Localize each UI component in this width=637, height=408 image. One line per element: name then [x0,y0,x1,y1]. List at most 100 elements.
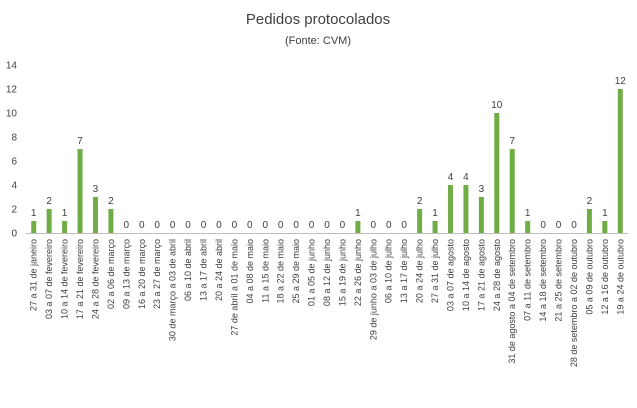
bar [31,221,37,233]
y-axis: 0 2 4 6 8 10 12 14 [6,61,18,240]
bar [432,221,438,233]
x-tick-label: 31 de agosto a 04 de setembro [507,239,517,364]
data-label: 0 [340,220,346,231]
data-label: 0 [154,220,160,231]
x-tick-label: 23 a 27 de março [152,239,162,309]
bar [77,149,83,233]
data-label: 0 [185,220,191,231]
data-label: 0 [232,220,238,231]
data-label: 0 [262,220,268,231]
data-label: 0 [139,220,145,231]
bar [108,209,114,233]
data-label: 2 [46,196,52,207]
data-label: 0 [556,220,562,231]
data-label: 0 [201,220,207,231]
bar [525,221,531,233]
x-tick-label: 21 a 25 de setembro [554,239,564,322]
x-tick-label: 07 a 11 de setembro [523,239,533,321]
data-label: 0 [216,220,222,231]
x-tick-label: 27 a 31 de julho [430,239,440,303]
data-label: 2 [587,196,593,207]
y-tick-label: 0 [11,229,17,240]
x-tick-label: 16 a 20 de março [137,239,147,309]
x-tick-label: 24 a 28 de agosto [492,239,502,311]
data-label: 0 [324,220,330,231]
data-label: 0 [170,220,176,231]
bars [31,89,623,233]
data-label: 1 [355,208,361,219]
data-label: 2 [417,196,423,207]
x-tick-label: 20 a 24 de julho [415,239,425,303]
x-tick-label: 13 a 17 de abril [199,239,209,301]
bar [509,149,515,233]
y-tick-label: 4 [11,181,17,192]
x-tick-label: 06 a 10 de julho [384,239,394,303]
bar [617,89,623,233]
x-tick-label: 27 a 31 de janeiro [29,239,39,311]
data-label: 2 [108,196,114,207]
bar [92,197,98,233]
x-tick-label: 13 a 17 de julho [399,239,409,303]
x-tick-label: 06 a 10 de abril [183,239,193,301]
data-label: 0 [309,220,315,231]
data-label: 12 [615,76,627,87]
y-tick-label: 14 [6,61,18,72]
data-label: 0 [571,220,577,231]
x-tick-label: 25 a 29 de maio [291,239,301,304]
bar [62,221,68,233]
data-label: 1 [602,208,608,219]
bar [46,209,52,233]
x-tick-label: 05 a 09 de outubro [584,239,594,315]
x-tick-label: 02 a 06 de março [106,239,116,309]
data-label: 0 [371,220,377,231]
x-tick-label: 24 a 28 de fevereiro [90,239,100,319]
data-label: 1 [31,208,37,219]
x-tick-label: 20 a 24 de abril [214,239,224,301]
bar [355,221,361,233]
x-tick-label: 27 de abril a 01 de maio [229,239,239,336]
x-tick-label: 09 a 13 de março [121,239,131,309]
chart-title: Pedidos protocolados [246,11,390,28]
y-tick-label: 8 [11,133,17,144]
x-tick-label: 29 de junho a 03 de julho [368,239,378,340]
x-tick-label: 14 a 18 de setembro [538,239,548,322]
data-label: 1 [432,208,438,219]
bar [602,221,608,233]
x-tick-label: 10 a 14 de fevereiro [60,239,70,319]
data-label: 4 [463,172,469,183]
bar [494,113,500,233]
data-label: 4 [448,172,454,183]
bar [463,185,469,233]
data-label: 0 [124,220,130,231]
data-label: 3 [479,184,485,195]
chart-subtitle: (Fonte: CVM) [285,35,351,47]
x-tick-label: 15 a 19 de junho [337,239,347,306]
data-label: 0 [293,220,299,231]
bar [417,209,423,233]
x-tick-label: 10 a 14 de agosto [461,239,471,311]
y-tick-label: 2 [11,205,17,216]
data-label: 7 [509,136,515,147]
data-label: 1 [62,208,68,219]
x-tick-label: 22 a 26 de junho [353,239,363,306]
x-tick-label: 28 de setembro a 02 de outubro [569,239,579,367]
data-label: 1 [525,208,531,219]
y-tick-label: 6 [11,157,17,168]
data-label: 3 [93,184,99,195]
x-tick-label: 19 a 24 de outubro [615,239,625,315]
x-tick-label: 11 a 15 de maio [260,239,270,303]
x-tick-label: 17 a 21 de fevereiro [75,239,85,319]
x-tick-label: 30 de março a 03 de abril [168,239,178,341]
y-tick-label: 12 [6,85,18,96]
x-tick-label: 03 a 07 de fevereiro [44,239,54,319]
x-tick-label: 03 a 07 de agosto [445,239,455,311]
bar [478,197,484,233]
x-tick-label: 17 a 21 de agosto [476,239,486,311]
data-label: 10 [491,100,503,111]
x-axis: 27 a 31 de janeiro 03 a 07 de fevereiro 10… [26,233,628,367]
x-tick-label: 12 a 16 de outubro [600,239,610,315]
data-label: 0 [401,220,407,231]
x-tick-label: 04 a 08 de maio [245,239,255,304]
